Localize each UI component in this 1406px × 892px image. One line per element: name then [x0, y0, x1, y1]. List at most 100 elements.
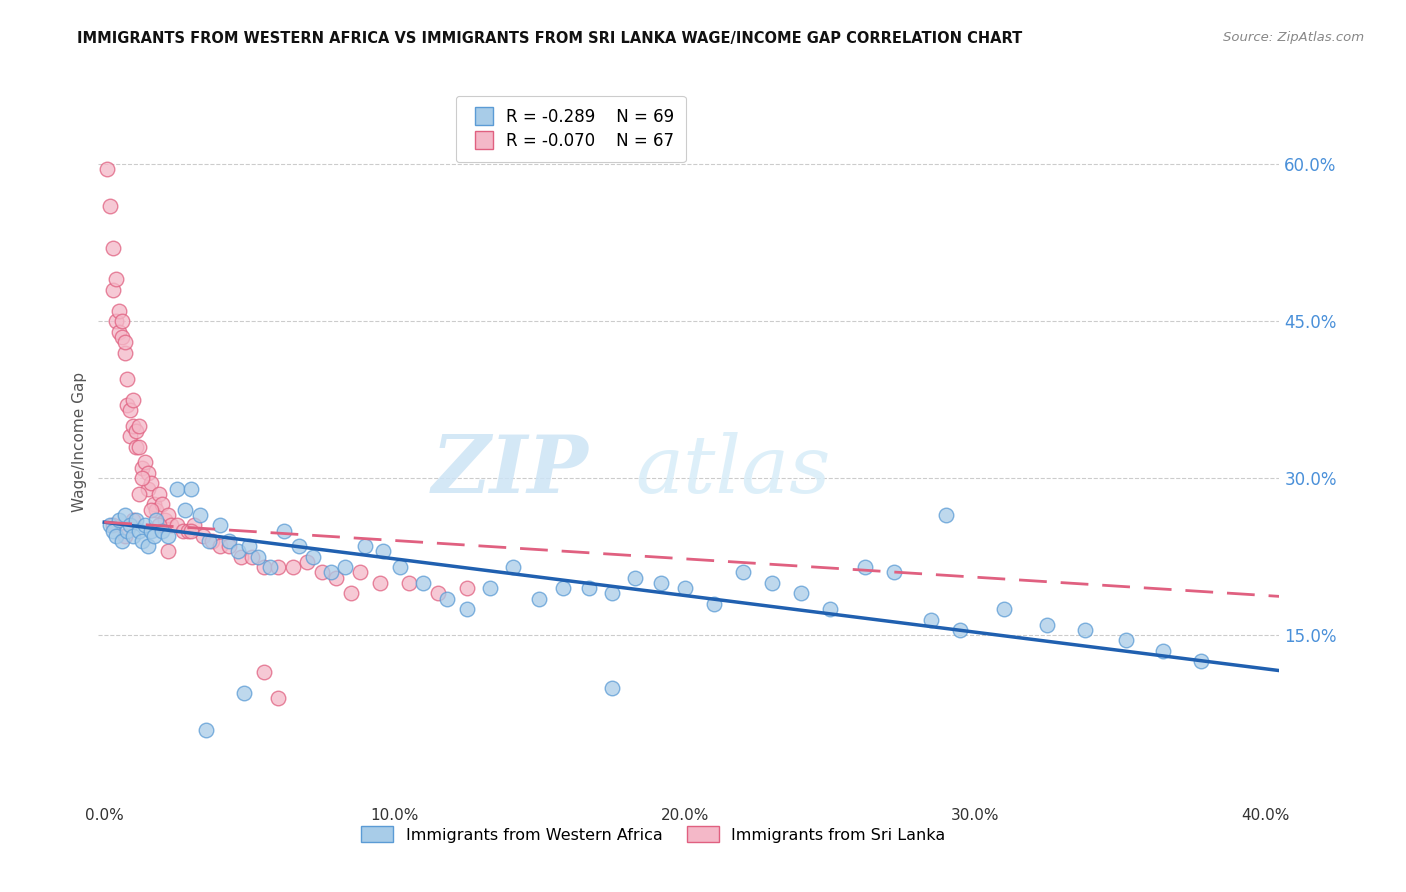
Point [456, 602, 478, 616]
Point [1074, 623, 1097, 637]
Point [120, 518, 142, 533]
Point [180, 524, 202, 538]
Point [104, 314, 127, 328]
Point [114, 508, 136, 522]
Point [174, 502, 197, 516]
Point [136, 482, 159, 496]
Point [107, 325, 129, 339]
Point [145, 513, 167, 527]
Point [412, 575, 434, 590]
Point [117, 372, 139, 386]
Point [98, 518, 121, 533]
Point [253, 665, 276, 679]
Point [134, 455, 156, 469]
Point [142, 497, 165, 511]
Point [273, 524, 295, 538]
Point [104, 272, 127, 286]
Point [120, 429, 142, 443]
Point [122, 529, 145, 543]
Point [389, 560, 412, 574]
Point [247, 549, 270, 564]
Point [139, 524, 162, 538]
Point [96, 162, 118, 177]
Point [818, 602, 841, 616]
Point [253, 560, 276, 574]
Point [157, 508, 180, 522]
Point [120, 403, 142, 417]
Point [183, 518, 205, 533]
Point [200, 534, 222, 549]
Point [479, 581, 502, 595]
Point [259, 560, 281, 574]
Point [993, 602, 1015, 616]
Point [354, 539, 377, 553]
Point [122, 513, 145, 527]
Point [101, 283, 124, 297]
Point [333, 560, 356, 574]
Point [529, 591, 551, 606]
Point [180, 482, 202, 496]
Point [125, 424, 148, 438]
Point [104, 529, 127, 543]
Point [456, 581, 478, 595]
Point [101, 518, 124, 533]
Point [139, 502, 162, 516]
Point [136, 466, 159, 480]
Point [398, 575, 420, 590]
Point [1152, 644, 1174, 658]
Point [502, 560, 524, 574]
Point [111, 330, 134, 344]
Point [436, 591, 458, 606]
Point [128, 440, 150, 454]
Point [131, 534, 153, 549]
Point [101, 241, 124, 255]
Point [114, 345, 136, 359]
Point [731, 566, 754, 580]
Point [267, 691, 290, 706]
Point [131, 460, 153, 475]
Point [551, 581, 574, 595]
Point [673, 581, 696, 595]
Point [157, 529, 180, 543]
Point [853, 560, 876, 574]
Point [761, 575, 783, 590]
Point [789, 586, 811, 600]
Point [131, 471, 153, 485]
Point [166, 518, 188, 533]
Point [226, 544, 249, 558]
Point [148, 518, 170, 533]
Point [229, 549, 252, 564]
Point [150, 497, 173, 511]
Point [209, 539, 232, 553]
Point [136, 539, 159, 553]
Point [218, 539, 240, 553]
Point [157, 544, 180, 558]
Point [117, 398, 139, 412]
Point [920, 613, 942, 627]
Point [114, 334, 136, 349]
Point [194, 723, 217, 737]
Point [166, 482, 188, 496]
Point [349, 566, 371, 580]
Point [297, 555, 319, 569]
Point [128, 524, 150, 538]
Point [177, 524, 200, 538]
Point [125, 440, 148, 454]
Point [128, 487, 150, 501]
Point [368, 575, 391, 590]
Point [107, 303, 129, 318]
Point [125, 513, 148, 527]
Point [117, 524, 139, 538]
Point [197, 534, 219, 549]
Point [240, 549, 263, 564]
Legend: Immigrants from Western Africa, Immigrants from Sri Lanka: Immigrants from Western Africa, Immigran… [354, 820, 952, 849]
Point [267, 560, 290, 574]
Point [191, 529, 214, 543]
Point [160, 518, 183, 533]
Point [218, 534, 240, 549]
Point [114, 529, 136, 543]
Point [101, 524, 124, 538]
Point [325, 571, 347, 585]
Point [134, 518, 156, 533]
Point [340, 586, 363, 600]
